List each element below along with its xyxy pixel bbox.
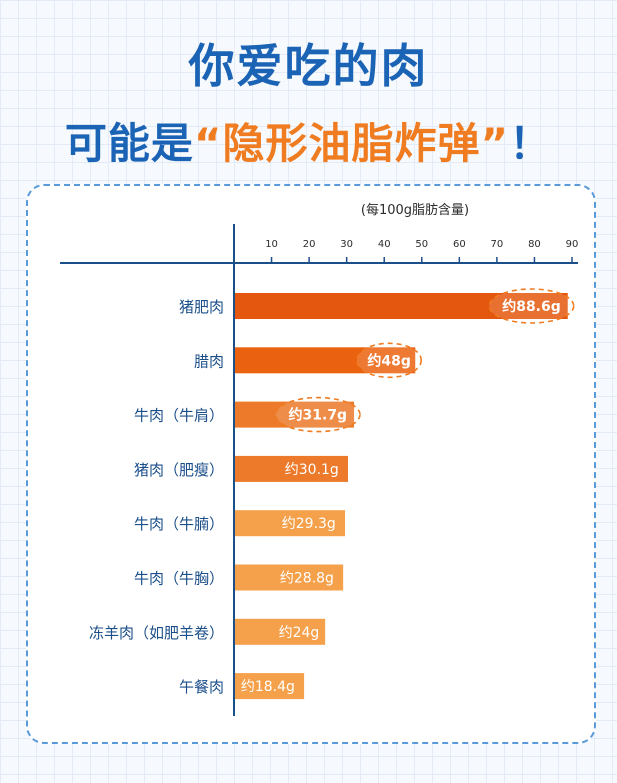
data-label: 约31.7g xyxy=(289,407,348,424)
data-label: 约88.6g xyxy=(502,298,561,315)
x-tick-label: 10 xyxy=(265,239,278,250)
bar xyxy=(235,455,349,482)
category-label: 午餐肉 xyxy=(179,678,224,696)
title-line-2-suffix: ！ xyxy=(509,119,553,168)
category-label: 牛肉（牛腩） xyxy=(134,515,224,533)
title-line-1: 你爱吃的肉 xyxy=(188,39,429,93)
category-label: 猪肥肉 xyxy=(179,298,224,316)
data-label: 约29.3g xyxy=(282,516,336,532)
data-label: 约18.4g xyxy=(241,679,295,695)
highlight-ellipse xyxy=(356,342,423,379)
category-label: 腊肉 xyxy=(194,352,224,370)
bar xyxy=(235,510,346,537)
x-tick-label: 30 xyxy=(340,239,353,250)
bar xyxy=(235,673,305,700)
x-tick-label: 70 xyxy=(491,239,504,250)
highlight-ellipse xyxy=(274,396,361,433)
highlight-ellipse xyxy=(488,288,575,324)
data-label: 约24g xyxy=(279,625,320,641)
bar xyxy=(235,293,568,319)
x-tick-label: 50 xyxy=(415,239,428,250)
data-label: 约28.8g xyxy=(280,571,334,587)
category-label: 牛肉（牛肩） xyxy=(134,407,224,425)
title-line-2: 可能是“隐形油脂炸弹”！ xyxy=(0,110,617,171)
x-tick-label: 80 xyxy=(528,239,541,250)
bar xyxy=(235,401,355,428)
category-label: 冻羊肉（如肥羊卷） xyxy=(89,624,224,642)
x-tick-label: 60 xyxy=(453,239,466,250)
title-line-2-highlight: “隐形油脂炸弹” xyxy=(193,119,510,168)
unit-note: (每100g脂肪含量) xyxy=(361,202,469,218)
x-tick-label: 40 xyxy=(378,239,391,250)
title-line-2-prefix: 可能是 xyxy=(64,119,194,168)
category-label: 猪肉（肥瘦） xyxy=(134,461,224,479)
category-label: 牛肉（牛胸） xyxy=(134,570,224,588)
data-label: 约30.1g xyxy=(285,462,339,478)
bar xyxy=(235,618,326,645)
data-label: 约48g xyxy=(367,352,411,369)
bar xyxy=(235,564,344,591)
x-tick-label: 90 xyxy=(566,239,579,250)
x-tick-label: 20 xyxy=(303,239,316,250)
bar xyxy=(235,347,416,374)
